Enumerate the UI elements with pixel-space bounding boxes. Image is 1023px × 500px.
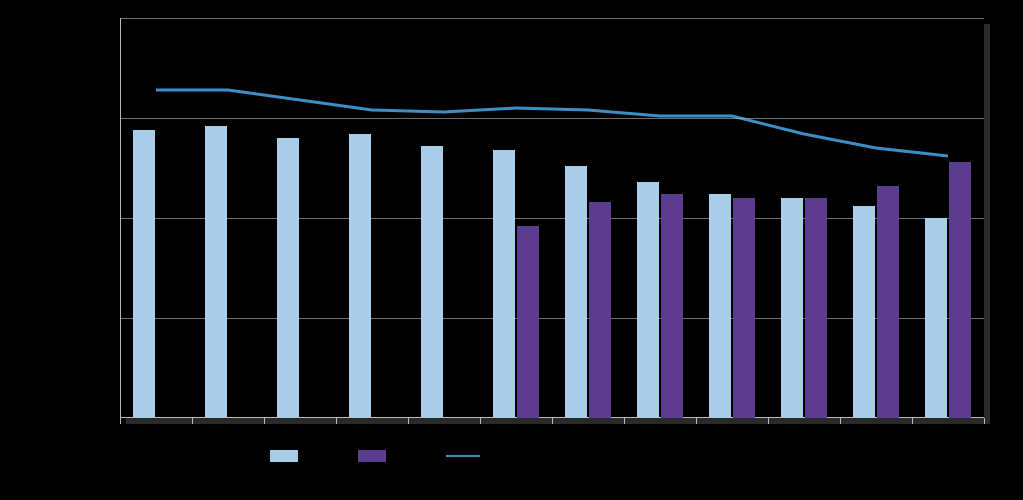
legend-item-line (446, 455, 480, 457)
series-b-bar (589, 202, 611, 418)
series-a-bar (565, 166, 587, 418)
series-a-bar (349, 134, 371, 418)
x-tick (840, 418, 841, 424)
legend-swatch-line (446, 455, 480, 457)
series-a-bar (133, 130, 155, 418)
x-tick (696, 418, 697, 424)
gridline (120, 118, 984, 119)
x-tick (264, 418, 265, 424)
x-tick (912, 418, 913, 424)
series-a-bar (277, 138, 299, 418)
series-b-bar (805, 198, 827, 418)
x-tick (480, 418, 481, 424)
legend-item-b (358, 450, 386, 462)
series-a-bar (709, 194, 731, 418)
series-a-bar (637, 182, 659, 418)
series-b-bar (733, 198, 755, 418)
legend-item-a (270, 450, 298, 462)
chart-container (0, 0, 1023, 500)
x-tick (408, 418, 409, 424)
legend-swatch-a (270, 450, 298, 462)
line-series-path (156, 90, 948, 156)
series-a-bar (493, 150, 515, 418)
x-tick (336, 418, 337, 424)
series-a-bar (205, 126, 227, 418)
x-tick (768, 418, 769, 424)
gridline (120, 18, 984, 19)
plot-area (120, 18, 984, 418)
series-b-bar (517, 226, 539, 418)
x-tick (552, 418, 553, 424)
series-b-bar (661, 194, 683, 418)
legend (270, 450, 480, 462)
series-a-bar (925, 218, 947, 418)
x-tick (984, 418, 985, 424)
x-tick (624, 418, 625, 424)
series-a-bar (421, 146, 443, 418)
series-a-bar (781, 198, 803, 418)
series-b-bar (949, 162, 971, 418)
x-tick (192, 418, 193, 424)
series-b-bar (877, 186, 899, 418)
x-tick (120, 418, 121, 424)
legend-swatch-b (358, 450, 386, 462)
series-a-bar (853, 206, 875, 418)
